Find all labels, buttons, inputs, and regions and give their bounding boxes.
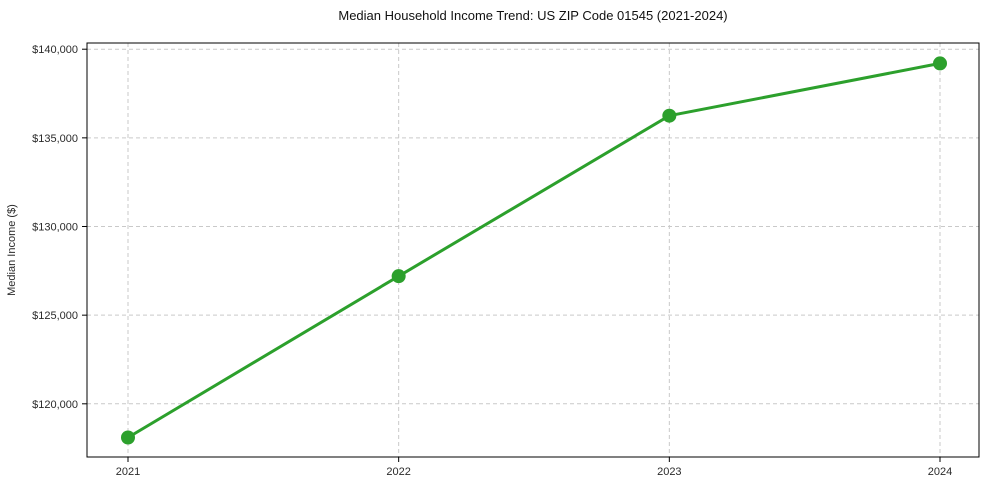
trend-line <box>126 61 942 439</box>
y-axis-title: Median Income ($) <box>6 204 18 296</box>
x-tick-label: 2022 <box>386 466 410 478</box>
y-tick-label: $130,000 <box>32 222 78 234</box>
x-tick-label: 2021 <box>116 466 140 478</box>
y-tick-label: $125,000 <box>32 310 78 322</box>
data-point-2024 <box>933 56 947 71</box>
y-tick-label: $135,000 <box>32 133 78 145</box>
x-tick-label: 2024 <box>928 466 952 478</box>
data-point-2023 <box>662 108 677 123</box>
chart-title: Median Household Income Trend: US ZIP Co… <box>338 8 728 23</box>
data-point-2022 <box>391 269 406 284</box>
x-tick-label: 2023 <box>657 466 681 478</box>
y-tick-label: $140,000 <box>32 44 78 56</box>
data-point-2021 <box>121 430 135 445</box>
y-tick-label: $120,000 <box>32 399 78 411</box>
plot-border <box>86 42 980 458</box>
